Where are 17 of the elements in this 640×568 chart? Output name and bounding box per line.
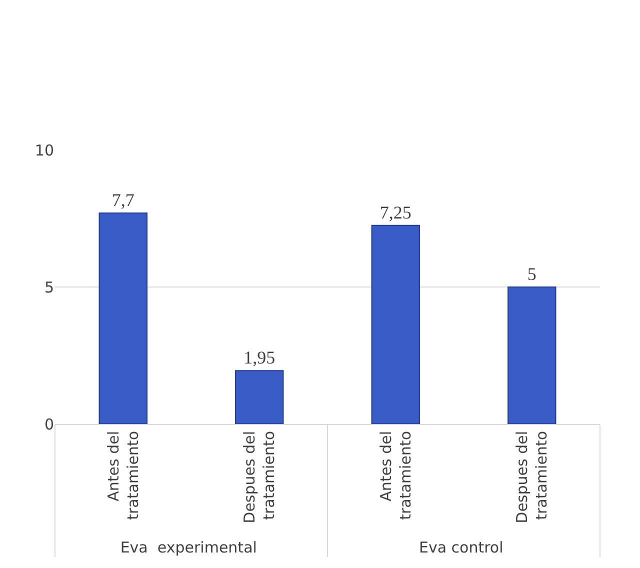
y-tick-label: 0 [44, 415, 54, 434]
data-label: 1,95 [244, 348, 276, 368]
x-tick-label: Antes del tratamiento [104, 431, 142, 520]
text: Eva experimental [120, 538, 257, 556]
y-tick-label: 10 [34, 141, 54, 160]
x-tick-label: Antes del tratamiento [376, 431, 414, 520]
bar [235, 370, 284, 424]
data-label: 5 [527, 264, 536, 284]
bar [98, 212, 148, 424]
x-tick-label: Despues del tratamiento [240, 431, 278, 524]
bar [371, 224, 420, 424]
x-tick-label: Despues del tratamiento [513, 431, 551, 524]
data-label: 7,25 [380, 202, 412, 222]
y-tick-label: 5 [44, 278, 54, 296]
bar [508, 286, 556, 424]
data-label: 7,7 [112, 190, 134, 210]
text: Eva control [418, 538, 504, 556]
